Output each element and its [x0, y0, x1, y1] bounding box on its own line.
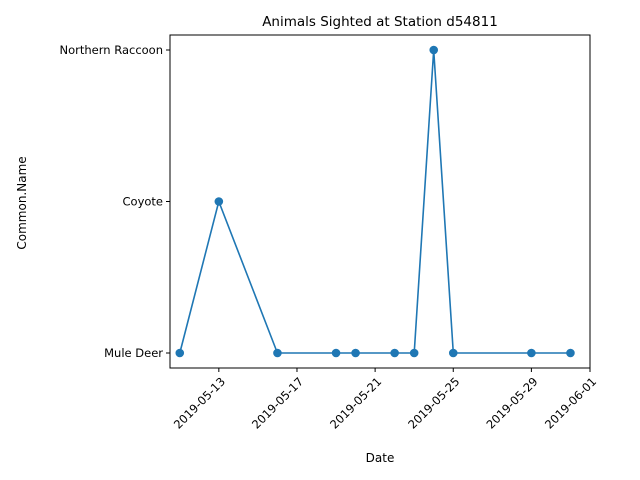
- data-point: [429, 45, 439, 55]
- data-point: [527, 348, 536, 358]
- y-tick-label: Northern Raccoon: [60, 43, 164, 57]
- series-line: [179, 49, 571, 354]
- y-tick-label: Mule Deer: [104, 346, 163, 360]
- x-tick-label: 2019-05-21: [327, 374, 384, 431]
- x-tick-label: 2019-05-29: [483, 374, 540, 431]
- data-point: [331, 348, 341, 358]
- data-point: [390, 348, 399, 358]
- chart-title: Animals Sighted at Station d54811: [262, 14, 498, 30]
- y-axis-label: Common.Name: [15, 156, 29, 249]
- plot-frame: [169, 34, 591, 369]
- x-tick-label: 2019-05-13: [171, 374, 228, 431]
- x-axis-label: Date: [366, 451, 395, 465]
- x-tick-label: 2019-05-25: [405, 374, 462, 431]
- data-point: [351, 348, 360, 358]
- data-point: [448, 348, 458, 358]
- data-point: [214, 197, 224, 206]
- y-tick-label: Coyote: [123, 195, 164, 209]
- data-point: [273, 348, 282, 358]
- data-point: [175, 348, 185, 358]
- x-tick-label: 2019-06-01: [542, 374, 599, 431]
- data-point: [409, 348, 419, 358]
- data-point: [566, 348, 575, 358]
- x-tick-label: 2019-05-17: [249, 374, 306, 431]
